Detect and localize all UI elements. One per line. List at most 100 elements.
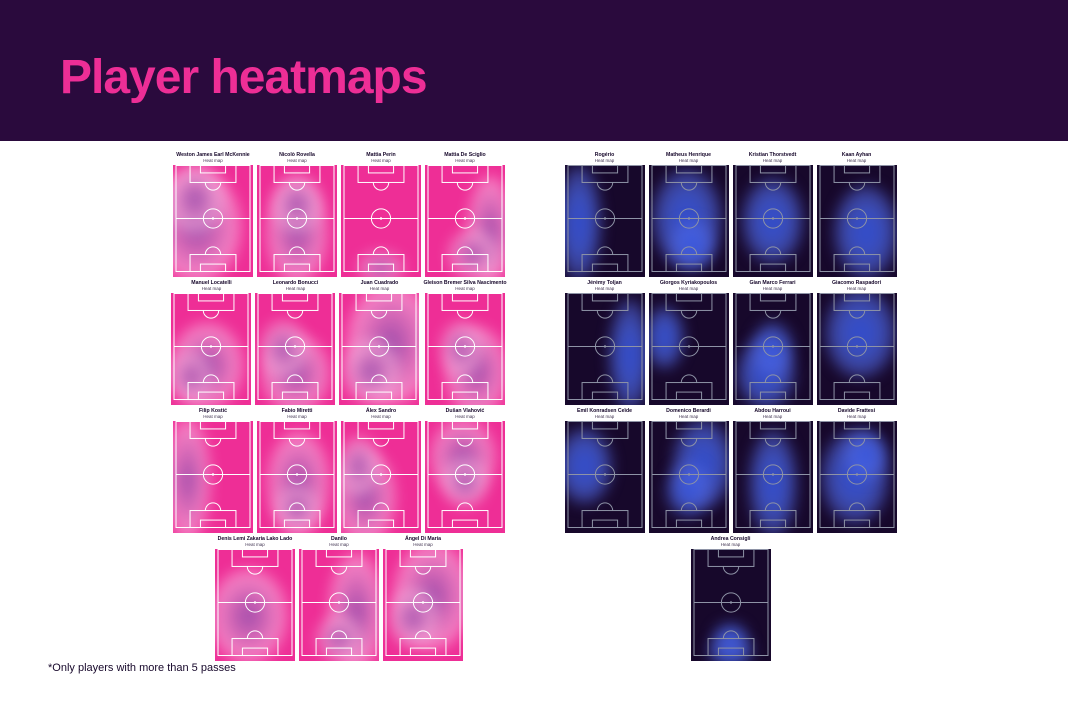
pitch-lines: [649, 165, 729, 277]
pitch-subtitle: Heat map: [413, 543, 433, 548]
pitch-heatmap: [425, 421, 505, 533]
grid-row: Filip KostićHeat map Fabio MirettiHeat m…: [171, 409, 506, 533]
pitch-subtitle: Heat map: [595, 415, 615, 420]
content-area: Weston James Earl McKennieHeat map Nicol…: [0, 141, 1068, 669]
pitch-subtitle: Heat map: [455, 159, 475, 164]
pitch-lines: [817, 421, 897, 533]
team-grid-teamA: Weston James Earl McKennieHeat map Nicol…: [171, 153, 506, 661]
pitch-subtitle: Heat map: [287, 415, 307, 420]
pitch-lines: [565, 293, 645, 405]
pitch-cell: Kaan AyhanHeat map: [817, 153, 897, 277]
footnote: *Only players with more than 5 passes: [48, 662, 236, 674]
pitch-cell: Jérémy ToljanHeat map: [565, 281, 645, 405]
team-grid-teamB: RogérioHeat map Matheus HenriqueHeat map: [565, 153, 897, 661]
pitch-subtitle: Heat map: [595, 287, 615, 292]
pitch-heatmap: [733, 421, 813, 533]
pitch-heatmap: [733, 293, 813, 405]
pitch-cell: Álex SandroHeat map: [341, 409, 421, 533]
pitch-lines: [255, 293, 335, 405]
pitch-lines: [425, 293, 505, 405]
pitch-heatmap: [215, 549, 295, 661]
pitch-heatmap: [173, 421, 253, 533]
pitch-heatmap: [425, 165, 505, 277]
grid-row: Denis Lemi Zakaria Lako LadoHeat map Dan…: [171, 537, 506, 661]
pitch-subtitle: Heat map: [679, 159, 699, 164]
pitch-heatmap: [299, 549, 379, 661]
pitch-cell: Dušan VlahovićHeat map: [425, 409, 505, 533]
page-title: Player heatmaps: [60, 50, 1068, 105]
pitch-heatmap: [425, 293, 505, 405]
pitch-lines: [299, 549, 379, 661]
pitch-subtitle: Heat map: [371, 159, 391, 164]
pitch-cell: Manuel LocatelliHeat map: [171, 281, 251, 405]
grid-row: RogérioHeat map Matheus HenriqueHeat map: [565, 153, 897, 277]
pitch-heatmap: [649, 165, 729, 277]
pitch-lines: [173, 165, 253, 277]
pitch-lines: [733, 421, 813, 533]
pitch-subtitle: Heat map: [455, 415, 475, 420]
pitch-heatmap: [341, 165, 421, 277]
pitch-subtitle: Heat map: [286, 287, 306, 292]
grid-row: Andrea ConsigliHeat map: [565, 537, 897, 661]
pitch-lines: [425, 421, 505, 533]
pitch-cell: Giacomo RaspadoriHeat map: [817, 281, 897, 405]
pitch-heatmap: [383, 549, 463, 661]
pitch-cell: Fabio MirettiHeat map: [257, 409, 337, 533]
pitch-subtitle: Heat map: [721, 543, 741, 548]
pitch-lines: [173, 421, 253, 533]
pitch-lines: [341, 165, 421, 277]
pitch-lines: [565, 165, 645, 277]
pitch-cell: Filip KostićHeat map: [173, 409, 253, 533]
pitch-subtitle: Heat map: [371, 415, 391, 420]
pitch-heatmap: [341, 421, 421, 533]
pitch-lines: [649, 293, 729, 405]
grid-row: Emil Konradsen CeïdeHeat map Domenico Be…: [565, 409, 897, 533]
pitch-heatmap: [691, 549, 771, 661]
pitch-heatmap: [255, 293, 335, 405]
pitch-cell: Domenico BerardiHeat map: [649, 409, 729, 533]
pitch-heatmap: [565, 165, 645, 277]
pitch-subtitle: Heat map: [847, 159, 867, 164]
pitch-cell: Mattia PerinHeat map: [341, 153, 421, 277]
pitch-cell: Andrea ConsigliHeat map: [691, 537, 771, 661]
pitch-heatmap: [733, 165, 813, 277]
pitch-cell: Davide FrattesiHeat map: [817, 409, 897, 533]
pitch-subtitle: Heat map: [679, 415, 699, 420]
pitch-subtitle: Heat map: [679, 287, 699, 292]
pitch-cell: Leonardo BonucciHeat map: [255, 281, 335, 405]
pitch-heatmap: [257, 421, 337, 533]
pitch-subtitle: Heat map: [595, 159, 615, 164]
pitch-heatmap: [817, 293, 897, 405]
header: Player heatmaps: [0, 0, 1068, 141]
pitch-subtitle: Heat map: [370, 287, 390, 292]
pitch-subtitle: Heat map: [763, 415, 783, 420]
pitch-subtitle: Heat map: [763, 159, 783, 164]
pitch-heatmap: [565, 293, 645, 405]
pitch-lines: [817, 293, 897, 405]
pitch-lines: [257, 421, 337, 533]
pitch-lines: [733, 165, 813, 277]
pitch-cell: Abdou HarrouiHeat map: [733, 409, 813, 533]
pitch-heatmap: [565, 421, 645, 533]
pitch-heatmap: [339, 293, 419, 405]
pitch-heatmap: [649, 421, 729, 533]
pitch-lines: [257, 165, 337, 277]
pitch-lines: [565, 421, 645, 533]
pitch-cell: Giorgos KyriakopoulosHeat map: [649, 281, 729, 405]
grid-row: Manuel LocatelliHeat map Leonardo Bonucc…: [171, 281, 506, 405]
pitch-cell: Kristian ThorstvedtHeat map: [733, 153, 813, 277]
pitch-subtitle: Heat map: [203, 415, 223, 420]
pitch-heatmap: [817, 165, 897, 277]
pitch-lines: [691, 549, 771, 661]
pitch-heatmap: [173, 165, 253, 277]
pitch-heatmap: [649, 293, 729, 405]
pitch-cell: Denis Lemi Zakaria Lako LadoHeat map: [215, 537, 295, 661]
pitch-cell: Mattia De SciglioHeat map: [425, 153, 505, 277]
pitch-lines: [339, 293, 419, 405]
pitch-cell: Juan CuadradoHeat map: [339, 281, 419, 405]
pitch-subtitle: Heat map: [329, 543, 349, 548]
page: { "layout": { "width_px": 1068, "height_…: [0, 0, 1068, 712]
pitch-heatmap: [257, 165, 337, 277]
pitch-lines: [383, 549, 463, 661]
pitch-lines: [817, 165, 897, 277]
